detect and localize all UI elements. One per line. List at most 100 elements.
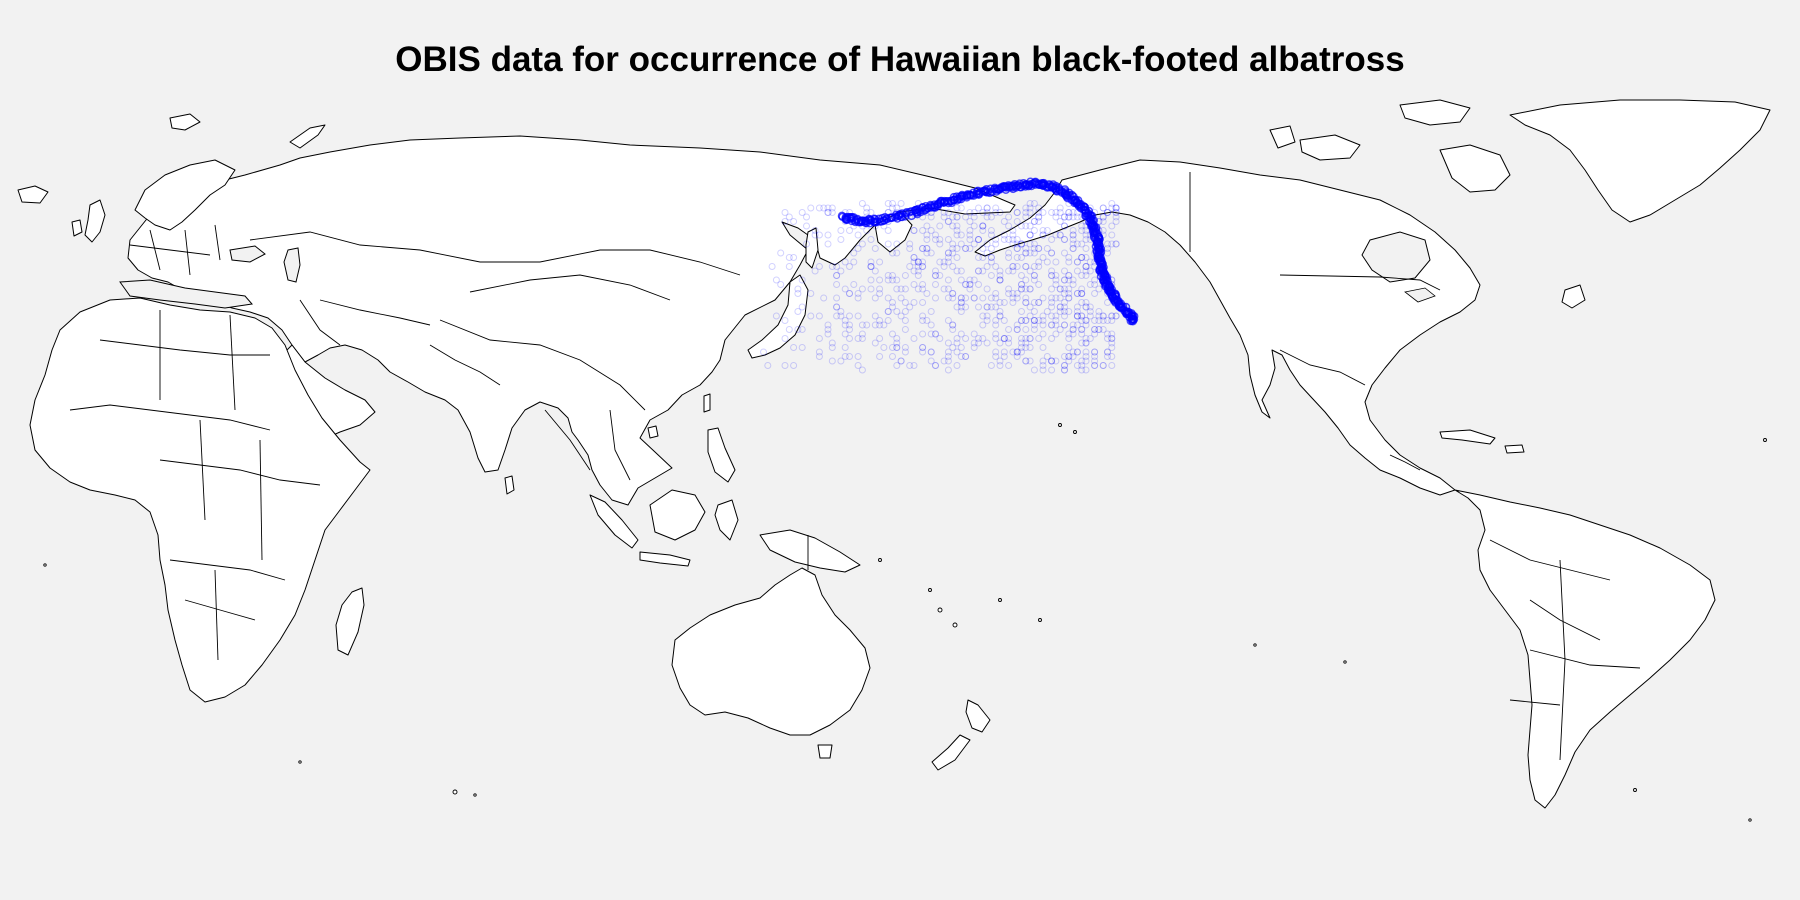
occurrence-point [987,231,995,239]
occurrence-point [1091,330,1099,338]
occurrence-point [1065,294,1073,302]
occurrence-point [970,213,978,221]
border-central-america [1389,454,1421,471]
occurrence-point [824,321,832,329]
border-europe-2 [149,229,161,271]
occurrence-point [906,303,914,311]
occurrence-point [1061,213,1068,221]
occurrence-point [979,227,987,234]
newfoundland [1561,284,1586,309]
occurrence-point [837,312,845,320]
occurrence-point [807,312,815,320]
victoria-island [1299,134,1361,161]
black-sea [229,245,266,263]
occurrence-point [1030,317,1038,324]
occurrence-point [983,263,991,270]
occurrence-point [1078,357,1086,365]
occurrence-point [815,204,823,212]
occurrence-point [1061,321,1068,329]
occurrence-point [992,330,1000,338]
occurrence-point [919,312,927,320]
occurrence-point [1082,267,1090,275]
occurrence-point [833,263,841,270]
occurrence-point [1039,209,1047,216]
occurrence-point [837,267,845,275]
occurrence-point [987,272,995,279]
occurrence-point [983,317,991,324]
occurrence-point [889,330,896,338]
occurrence-point [828,344,836,351]
occurrence-point [876,276,884,284]
occurrence-point [1043,227,1051,234]
occurrence-point [884,276,892,284]
occurrence-point [1013,209,1021,216]
ireland [71,219,83,237]
occurrence-point [927,249,935,257]
border-africa-central-3 [259,439,263,561]
occurrence-point [1061,312,1068,320]
occurrence-point [820,294,828,302]
occurrence-point [983,249,991,257]
occurrence-point [910,227,918,234]
iceland [17,185,49,204]
occurrence-point [815,353,823,360]
occurrence-point [889,272,896,279]
banks-island [1269,125,1296,149]
occurrence-point [1026,231,1034,239]
occurrence-point [1030,321,1038,329]
occurrence-point [1086,308,1094,315]
occurrence-point [785,213,793,221]
occurrence-point [884,317,892,324]
occurrence-track-points [837,177,1139,326]
border-usa-mexico [1279,349,1366,386]
occurrence-point [1056,231,1064,239]
occurrence-point [1000,335,1008,342]
occurrence-point [1035,213,1043,221]
occurrence-point [944,294,952,302]
occurrence-point [987,294,995,302]
occurrence-point [1026,285,1034,293]
australia [671,567,871,736]
occurrence-point [790,218,798,225]
occurrence-point [1108,335,1116,342]
occurrence-point [1078,290,1086,297]
occurrence-point [871,321,879,329]
occurrence-point [932,272,939,279]
occurrence-point [996,312,1004,320]
occurrence-point [987,258,995,266]
occurrence-point [966,281,974,288]
occurrence-point [1030,299,1038,306]
occurrence-point [858,366,866,374]
occurrence-point [953,303,961,311]
occurrence-point [815,312,823,320]
occurrence-point [966,285,974,293]
occurrence-point [923,249,931,257]
occurrence-point [1065,209,1073,216]
occurrence-point [901,317,909,324]
occurrence-point [957,303,965,311]
occurrence-point [1065,254,1073,261]
occurrence-point [953,362,961,369]
occurrence-point [970,294,978,302]
occurrence-point [923,245,931,252]
occurrence-point [901,348,909,356]
occurrence-point [1069,227,1077,234]
occurrence-point [983,213,991,221]
occurrence-point [815,335,823,342]
occurrence-point [833,272,841,279]
occurrence-point [1104,245,1111,252]
occurrence-point [1065,272,1073,279]
occurrence-point [1069,326,1077,333]
occurrence-point [803,222,810,230]
occurrence-point [932,362,939,369]
occurrence-point [1104,240,1111,248]
occurrence-point [1052,209,1060,216]
occurrence-point [833,303,841,311]
occurrence-point [781,218,789,225]
occurrence-point [970,330,978,338]
occurrence-point [1026,303,1034,311]
occurrence-point [1061,362,1068,369]
occurrence-point [854,231,862,239]
occurrence-point [1078,326,1086,333]
occurrence-point [992,317,1000,324]
